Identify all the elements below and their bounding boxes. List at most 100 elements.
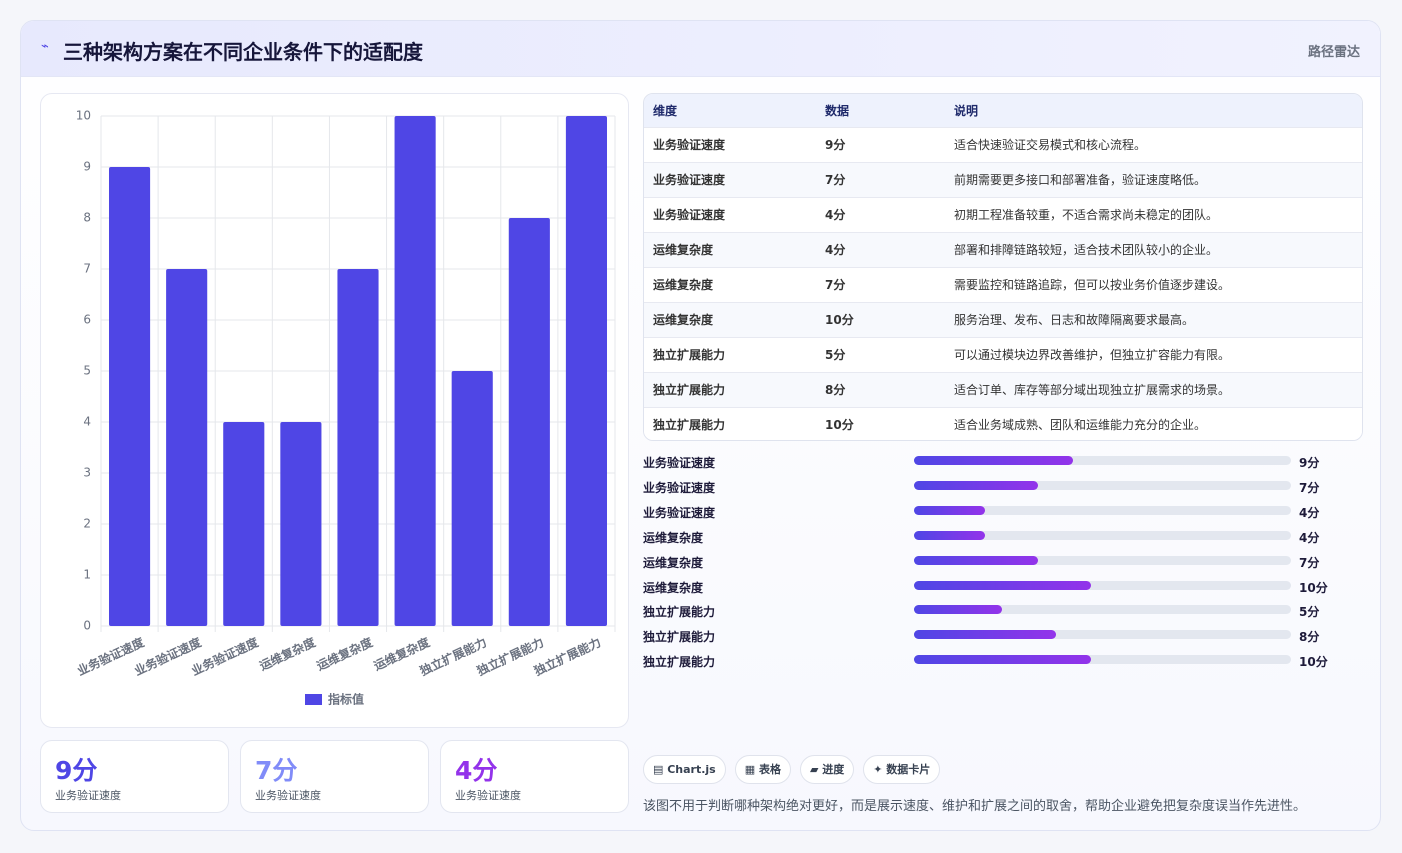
progress-track: [914, 530, 1291, 540]
progress-list: 业务验证速度 9分 业务验证速度 7分 业务验证速度 4分 运维复杂度 4分 运维复杂度 7分 运维…: [643, 451, 1363, 681]
progress-value: 4分: [1299, 530, 1320, 545]
table-cell: 10分: [825, 418, 854, 432]
footnote: 该图不用于判断哪种架构绝对更好，而是展示速度、维护和扩展之间的取舍，帮助企业避免…: [643, 799, 1307, 814]
progress-track: [914, 555, 1291, 565]
bar: [565, 116, 608, 626]
table-cell: 业务验证速度: [653, 173, 726, 187]
stat-value: 4分: [455, 756, 498, 785]
table-cell: 5分: [825, 348, 846, 362]
progress-fill: [914, 655, 1091, 665]
y-tick-label: 1: [83, 568, 91, 582]
table-cell: 运维复杂度: [653, 313, 714, 327]
table-row: 运维复杂度 7分 需要监控和链路追踪，但可以按业务价值逐步建设。: [644, 267, 1362, 302]
progress-label: 运维复杂度: [643, 555, 704, 570]
table-cell: 适合快速验证交易模式和核心流程。: [954, 138, 1147, 152]
stat-card: 7分 业务验证速度: [240, 740, 429, 813]
table-cell: 7分: [825, 278, 846, 292]
progress-fill: [914, 480, 1038, 490]
progress-fill: [914, 605, 1003, 615]
stat-value: 9分: [55, 756, 98, 785]
legend-swatch: [305, 694, 322, 705]
progress-value: 4分: [1299, 505, 1320, 520]
table-cell: 独立扩展能力: [653, 418, 726, 432]
table-cell: 可以通过模块边界改善维护，但独立扩容能力有限。: [954, 348, 1231, 362]
progress-value: 8分: [1299, 630, 1320, 645]
page-title: 三种架构方案在不同企业条件下的适配度: [63, 40, 423, 64]
column-header: 维度: [653, 104, 678, 118]
progress-row: 业务验证速度 7分: [643, 476, 1363, 500]
progress-value: 5分: [1299, 605, 1320, 620]
y-tick-label: 6: [83, 313, 91, 327]
y-tick-label: 10: [76, 109, 91, 123]
y-tick-label: 7: [83, 262, 91, 276]
chart-panel: 0 1 2 3 4 5 6 7 8 9 10 业务验证速度 业务验证速度 业务验证速度 运维复杂度 运维复杂度…: [40, 93, 629, 728]
table-cell: 4分: [825, 243, 846, 257]
table-cell: 部署和排障链路较短，适合技术团队较小的企业。: [954, 243, 1219, 257]
table-cell: 独立扩展能力: [653, 348, 726, 362]
y-tick-label: 9: [83, 160, 91, 174]
y-tick-label: 0: [83, 619, 91, 633]
bar: [508, 218, 550, 626]
table-row: 业务验证速度 4分 初期工程准备较重，不适合需求尚未稳定的团队。: [644, 197, 1362, 232]
progress-track: [914, 605, 1291, 615]
header: ⌁ 三种架构方案在不同企业条件下的适配度 路径雷达: [21, 21, 1380, 77]
stat-label: 业务验证速度: [455, 789, 521, 802]
table-row: 独立扩展能力 10分 适合业务域成熟、团队和运维能力充分的企业。: [644, 407, 1362, 440]
progress-label: 运维复杂度: [643, 530, 704, 545]
column-header: 数据: [825, 104, 850, 118]
progress-label: 业务验证速度: [643, 456, 716, 470]
progress-track: [914, 505, 1291, 515]
progress-label: 业务验证速度: [643, 505, 716, 520]
table-row: 业务验证速度 9分 适合快速验证交易模式和核心流程。: [644, 127, 1362, 162]
progress-label: 独立扩展能力: [643, 630, 716, 645]
table-cell: 前期需要更多接口和部署准备，验证速度略低。: [954, 173, 1207, 187]
progress-value: 9分: [1299, 456, 1320, 470]
column-header: 说明: [954, 104, 979, 118]
bar: [280, 422, 322, 626]
progress-label: 业务验证速度: [643, 480, 716, 495]
table-cell: 独立扩展能力: [653, 383, 726, 397]
table-cell: 初期工程准备较重，不适合需求尚未稳定的团队。: [954, 208, 1219, 222]
table-row: 独立扩展能力 5分 可以通过模块边界改善维护，但独立扩容能力有限。: [644, 337, 1362, 372]
progress-row: 独立扩展能力 8分: [643, 625, 1363, 649]
table-cell: 适合业务域成熟、团队和运维能力充分的企业。: [954, 418, 1207, 432]
table-cell: 需要监控和链路追踪，但可以按业务价值逐步建设。: [954, 278, 1231, 292]
progress-label: 独立扩展能力: [643, 605, 716, 620]
bar: [337, 269, 379, 626]
table-cell: 业务验证速度: [653, 138, 726, 152]
app: ⌁ 三种架构方案在不同企业条件下的适配度 路径雷达 0 1 2 3 4 5 6 7 8 9 10 业务…: [20, 20, 1381, 831]
y-tick-label: 3: [83, 466, 91, 480]
chart: 012345678910业务验证速度业务验证速度业务验证速度运维复杂度运维复杂度…: [75, 109, 616, 707]
bar: [223, 422, 265, 626]
progress-value: 10分: [1299, 655, 1328, 670]
table-cell: 运维复杂度: [653, 278, 714, 292]
chip: ▰ 进度: [799, 755, 855, 784]
progress-fill: [914, 530, 985, 540]
y-tick-label: 8: [83, 211, 91, 225]
stat-card: 4分业务验证速度: [440, 740, 629, 813]
header-icon: ⌁: [41, 39, 49, 54]
table-row: 业务验证速度 7分 前期需要更多接口和部署准备，验证速度略低。: [644, 162, 1362, 197]
progress-fill: [914, 580, 1091, 590]
progress-fill: [914, 630, 1056, 640]
table-cell: 4分: [825, 208, 846, 222]
table-row: 运维复杂度 10分 服务治理、发布、日志和故障隔离要求最高。: [644, 302, 1362, 337]
y-tick-label: 4: [83, 415, 91, 429]
stat-label: 业务验证速度: [255, 789, 321, 802]
y-tick-label: 2: [83, 517, 91, 531]
progress-track: [914, 580, 1291, 590]
chip: ▤ Chart.js: [643, 755, 726, 784]
progress-label: 运维复杂度: [643, 580, 704, 595]
legend-label: 指标值: [328, 692, 364, 707]
progress-row: 业务验证速度 4分: [643, 501, 1363, 525]
header-tag: 路径雷达: [1307, 45, 1360, 60]
bar: [451, 371, 493, 626]
table-cell: 业务验证速度: [653, 208, 726, 222]
progress-value: 7分: [1299, 480, 1320, 495]
table-cell: 运维复杂度: [653, 243, 714, 257]
table-cell: 7分: [825, 173, 846, 187]
bar: [166, 269, 208, 626]
table-cell: 适合订单、库存等部分域出现独立扩展需求的场景。: [954, 383, 1231, 397]
progress-value: 10分: [1299, 580, 1328, 595]
table-cell: 8分: [825, 383, 846, 397]
